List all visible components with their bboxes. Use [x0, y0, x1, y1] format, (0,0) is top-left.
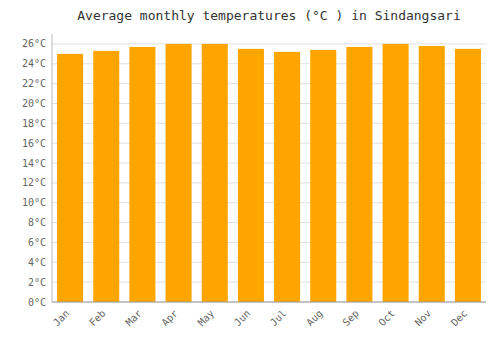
bar [238, 49, 264, 302]
y-tick-label: 6°C [28, 237, 46, 248]
y-tick-label: 22°C [22, 78, 46, 89]
chart: Average monthly temperatures (°C ) in Si… [0, 0, 500, 350]
x-tick-label: Aug [304, 308, 325, 329]
x-tick-label: Apr [159, 308, 180, 329]
bar [202, 44, 228, 302]
bar [274, 52, 300, 302]
bar [346, 47, 372, 302]
grid-line [52, 302, 486, 303]
y-tick-label: 20°C [22, 98, 46, 109]
x-tick-label: Feb [87, 308, 108, 329]
x-tick-label: Jun [232, 308, 253, 329]
x-tick-label: Nov [413, 308, 434, 329]
grid [52, 44, 486, 302]
grid-line [52, 43, 486, 44]
x-tick-label: Jul [268, 308, 289, 329]
y-tick-label: 24°C [22, 58, 46, 69]
bar [129, 47, 155, 302]
x-tick-label: Sep [340, 308, 361, 329]
bar [93, 51, 119, 302]
y-tick-label: 18°C [22, 118, 46, 129]
bar [57, 54, 83, 302]
y-tick-label: 2°C [28, 277, 46, 288]
bar [383, 44, 409, 302]
x-tick-label: Jan [51, 308, 72, 329]
x-tick-label: May [196, 308, 217, 329]
bar [166, 44, 192, 302]
y-tick-label: 0°C [28, 297, 46, 308]
y-tick-label: 26°C [22, 38, 46, 49]
x-tick-label: Mar [123, 308, 144, 329]
x-axis-line [52, 302, 486, 303]
bars [57, 44, 481, 302]
y-tick-label: 12°C [22, 177, 46, 188]
y-tick-label: 4°C [28, 257, 46, 268]
y-tick-label: 8°C [28, 217, 46, 228]
bar [419, 46, 445, 302]
bar [310, 50, 336, 302]
title: Average monthly temperatures (°C ) in Si… [77, 8, 461, 23]
bar [455, 49, 481, 302]
y-tick-label: 16°C [22, 138, 46, 149]
y-axis-line [52, 34, 53, 302]
x-tick-label: Dec [449, 308, 470, 329]
y-tick-label: 14°C [22, 158, 46, 169]
x-tick-label: Oct [376, 308, 397, 329]
y-tick-label: 10°C [22, 197, 46, 208]
